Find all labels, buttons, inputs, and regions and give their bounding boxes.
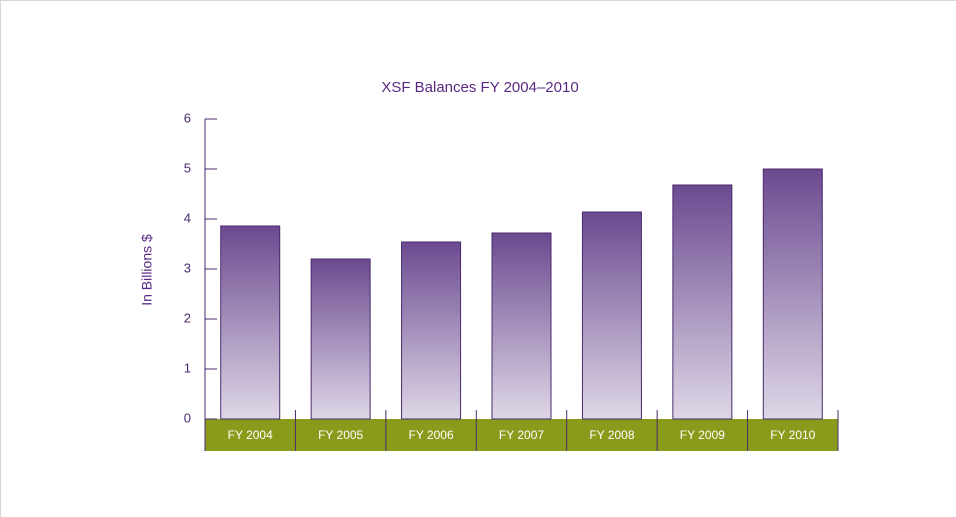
y-tick-label: 5 xyxy=(184,160,191,175)
y-tick-label: 1 xyxy=(184,360,191,375)
y-tick-label: 3 xyxy=(184,260,191,275)
y-tick-label: 0 xyxy=(184,410,191,425)
x-tick-label: FY 2005 xyxy=(318,428,363,442)
x-tick-label: FY 2010 xyxy=(770,428,815,442)
y-tick-label: 2 xyxy=(184,310,191,325)
bar xyxy=(401,241,462,420)
x-tick-label: FY 2007 xyxy=(499,428,544,442)
y-axis-label: In Billions $ xyxy=(139,234,155,306)
category-band xyxy=(205,419,838,451)
bar xyxy=(672,184,733,420)
x-tick-label: FY 2004 xyxy=(228,428,273,442)
y-tick-label: 4 xyxy=(184,210,191,225)
bar xyxy=(310,258,371,420)
x-tick-label: FY 2006 xyxy=(408,428,453,442)
x-tick-label: FY 2008 xyxy=(589,428,634,442)
bar xyxy=(220,225,281,420)
x-tick-label: FY 2009 xyxy=(680,428,725,442)
y-tick-label: 6 xyxy=(184,110,191,125)
bar xyxy=(491,232,552,420)
chart-title: XSF Balances FY 2004–2010 xyxy=(381,79,578,96)
bar xyxy=(581,211,642,420)
bar xyxy=(762,168,823,420)
